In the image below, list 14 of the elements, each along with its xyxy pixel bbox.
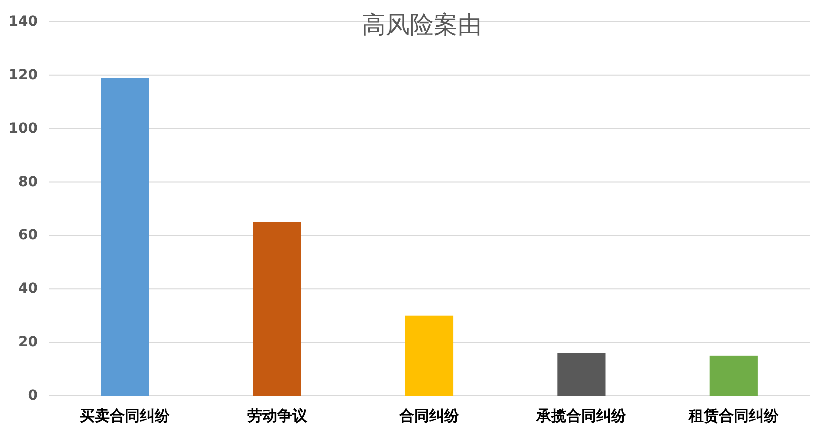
x-tick-label: 租赁合同纠纷 <box>688 407 780 425</box>
x-tick-label: 承揽合同纠纷 <box>536 407 628 425</box>
y-tick-label: 140 <box>8 14 38 30</box>
y-tick-label: 80 <box>18 174 38 190</box>
y-tick-label: 100 <box>8 120 38 137</box>
x-tick-label: 合同纠纷 <box>398 407 460 425</box>
y-tick-label: 0 <box>28 388 38 404</box>
y-tick-label: 60 <box>18 228 38 244</box>
x-tick-label: 买卖合同纠纷 <box>80 407 172 425</box>
y-tick-label: 20 <box>18 334 38 351</box>
y-tick-label: 40 <box>18 281 38 298</box>
x-tick-label: 劳动争议 <box>247 407 308 425</box>
y-tick-label: 120 <box>8 67 38 84</box>
chart-title: 高风险案由 <box>362 11 482 39</box>
